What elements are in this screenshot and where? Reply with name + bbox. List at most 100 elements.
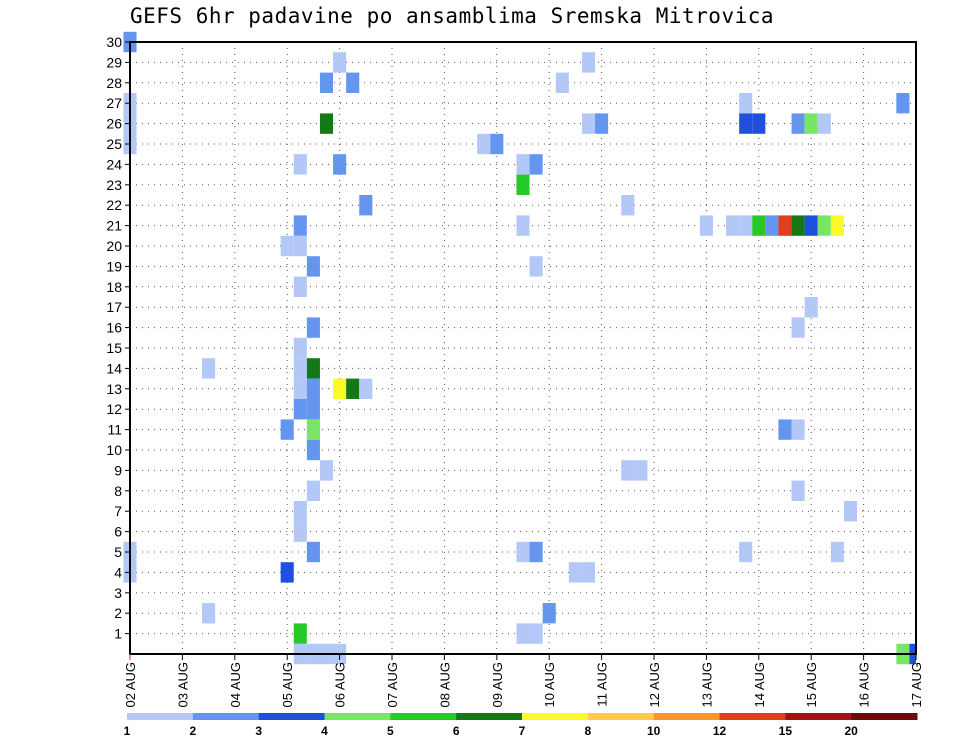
y-tick-label: 8 — [114, 483, 122, 499]
heatmap-cell — [319, 113, 334, 134]
heatmap-cell — [804, 113, 818, 134]
y-tick-label: 1 — [114, 626, 122, 642]
x-tick-label: 04 AUG — [228, 662, 243, 708]
heatmap-cell — [529, 623, 543, 644]
heatmap-cell — [752, 113, 766, 134]
heatmap-cell — [739, 93, 753, 114]
y-tick-label: 4 — [114, 564, 122, 580]
x-tick-label: 16 AUG — [857, 662, 872, 708]
heatmap-cell — [791, 113, 805, 134]
y-tick-label: 7 — [114, 503, 122, 519]
colorbar-swatch — [587, 713, 655, 720]
x-tick-label: 14 AUG — [752, 662, 767, 708]
colorbar-label: 7 — [519, 724, 526, 738]
y-tick-label: 6 — [114, 524, 122, 540]
heatmap-cell — [306, 439, 320, 461]
heatmap-cell — [306, 480, 320, 501]
colorbar-label: 4 — [321, 724, 328, 738]
heatmap-cell — [516, 215, 530, 236]
colorbar-label: 6 — [453, 724, 460, 738]
heatmap-cell — [581, 113, 596, 134]
heatmap-cell — [791, 215, 805, 236]
y-tick-label: 5 — [114, 544, 122, 560]
heatmap-cell — [595, 113, 609, 134]
colorbar-label: 2 — [189, 724, 196, 738]
y-tick-label: 25 — [106, 136, 122, 152]
colorbar-swatch — [324, 713, 391, 720]
heatmap-cell — [699, 215, 713, 236]
y-tick-label: 12 — [106, 401, 122, 417]
colorbar: 1 2 3 4 5 6 7 8 10 12 15 20 — [124, 713, 918, 738]
x-tick-label: 08 AUG — [437, 662, 452, 708]
y-tick-label: 27 — [106, 95, 122, 111]
heatmap-cell — [516, 623, 530, 644]
colorbar-label: 12 — [713, 724, 727, 738]
y-tick-label: 26 — [106, 116, 122, 132]
y-tick-label: 11 — [107, 422, 122, 438]
heatmap-cell — [293, 154, 307, 175]
heatmap-cell — [791, 480, 805, 501]
heatmap-cell — [516, 174, 530, 195]
heatmap-cell — [752, 215, 766, 236]
heatmap-cell — [621, 460, 635, 481]
heatmap-cell — [293, 378, 307, 399]
heatmap-cell — [346, 378, 360, 399]
heatmap-cell — [896, 93, 910, 114]
heatmap-cell — [568, 562, 582, 583]
colorbar-label: 15 — [779, 724, 793, 738]
heatmap-cell — [529, 541, 543, 563]
colorbar-swatch — [456, 713, 523, 720]
y-tick-label: 2 — [114, 605, 122, 621]
heatmap-cell — [516, 154, 530, 175]
heatmap-cell — [830, 215, 844, 236]
y-tick-label: 13 — [106, 381, 122, 397]
heatmap-cell — [726, 215, 740, 236]
heatmap-cell — [490, 133, 504, 155]
x-axis: 02 AUG 03 AUG 04 AUG 05 AUG 06 AUG 07 AUG 08 A… — [123, 654, 924, 708]
heatmap-cell — [319, 460, 334, 481]
heatmap-cell — [843, 501, 858, 522]
heatmap-cells — [123, 31, 916, 665]
x-tick-label: 05 AUG — [280, 662, 295, 708]
heatmap-cell — [293, 276, 307, 297]
heatmap-cell — [477, 133, 491, 155]
heatmap-cell — [778, 215, 792, 236]
heatmap-cell — [293, 399, 307, 420]
heatmap-cell — [306, 378, 320, 399]
heatmap-cell — [306, 399, 320, 420]
heatmap-cell — [202, 603, 216, 624]
heatmap-cell — [333, 52, 347, 73]
y-tick-label: 24 — [106, 156, 122, 172]
colorbar-swatch — [522, 713, 589, 720]
heatmap-cell — [280, 235, 294, 257]
heatmap-cell — [529, 154, 543, 175]
heatmap-cell — [817, 113, 831, 134]
colorbar-swatch — [785, 713, 852, 720]
heatmap-cell — [778, 419, 792, 440]
heatmap-cell — [293, 337, 307, 359]
heatmap-cell — [293, 521, 307, 542]
colorbar-label: 5 — [387, 724, 394, 738]
colorbar-label: 8 — [584, 724, 591, 738]
x-tick-label: 02 AUG — [123, 662, 138, 708]
heatmap-cell — [293, 501, 307, 522]
colorbar-label: 10 — [647, 724, 661, 738]
x-tick-label: 07 AUG — [385, 662, 400, 708]
y-tick-label: 10 — [106, 442, 122, 458]
colorbar-label: 3 — [255, 724, 262, 738]
x-tick-label: 11 AUG — [595, 662, 610, 707]
heatmap-cell — [306, 358, 320, 379]
x-tick-label: 06 AUG — [333, 662, 348, 708]
colorbar-swatch — [258, 713, 325, 720]
heatmap-cell — [529, 256, 543, 277]
heatmap-cell — [319, 72, 334, 93]
heatmap-cell — [293, 235, 307, 257]
heatmap-cell — [542, 603, 556, 624]
heatmap-cell — [333, 154, 347, 175]
y-tick-label: 29 — [106, 54, 122, 70]
y-tick-label: 30 — [106, 34, 122, 50]
x-tick-label: 12 AUG — [647, 662, 662, 708]
y-tick-label: 15 — [106, 340, 122, 356]
y-tick-label: 19 — [106, 258, 122, 274]
